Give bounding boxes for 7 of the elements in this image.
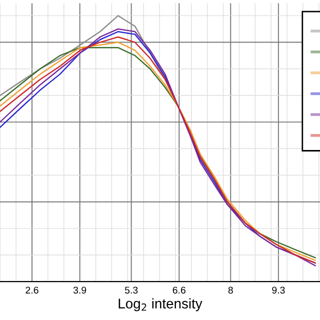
x-axis-title: Log$_{2}$ intensity bbox=[118, 298, 202, 312]
x-tick-label: 3.9 bbox=[73, 286, 86, 294]
x-tick-label: 9.3 bbox=[272, 286, 285, 294]
x-tick-label: 2.6 bbox=[26, 286, 38, 294]
x-tick-label: 5.3 bbox=[124, 286, 138, 294]
x-tick-label: 6.6 bbox=[172, 286, 186, 294]
x-tick-label: 8 bbox=[228, 286, 233, 294]
